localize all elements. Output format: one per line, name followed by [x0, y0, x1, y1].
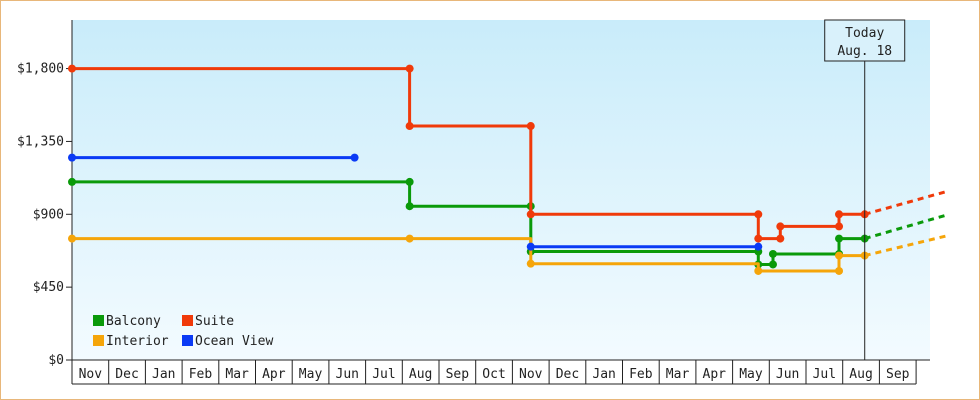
interior-projection-line — [864, 233, 950, 258]
month-label: Mar — [225, 367, 249, 382]
month-label: Apr — [703, 367, 727, 382]
month-label: Dec — [115, 367, 138, 382]
ocean-view-point — [68, 153, 76, 162]
ocean-view-point — [754, 242, 763, 251]
balcony-point — [835, 234, 844, 243]
suite-point — [405, 64, 414, 73]
month-label: Jun — [776, 367, 799, 382]
month-label: Jan — [592, 367, 615, 382]
legend-swatch — [182, 315, 193, 326]
ocean-view-point — [350, 153, 359, 162]
series-layer — [68, 64, 950, 275]
interior-line — [72, 237, 865, 273]
suite-point — [835, 222, 844, 231]
today-date-label: Aug. 18 — [837, 44, 892, 59]
month-label: Dec — [556, 367, 579, 382]
interior-point — [68, 234, 76, 243]
legend: Balcony Suite Interior Ocean View — [93, 314, 273, 349]
month-label: Jan — [152, 367, 175, 382]
x-axis: Nov Dec Jan Feb Mar Apr May Jun Jul Aug Sep Oct Nov D… — [71, 359, 930, 385]
y-tick-label: $900 — [33, 207, 64, 222]
suite-point — [754, 234, 763, 243]
suite-point — [526, 122, 535, 131]
suite-projection-line — [864, 189, 950, 216]
legend-label: Interior — [106, 334, 169, 349]
y-axis: $0 $450 $900 $1,350 $1,800 — [17, 20, 73, 384]
month-label: Nov — [519, 367, 543, 382]
y-tick-label: $0 — [48, 353, 64, 368]
y-tick-label: $1,800 — [17, 62, 64, 77]
month-label: May — [739, 367, 763, 382]
balcony-point — [768, 260, 777, 269]
month-label: Feb — [629, 367, 653, 382]
suite-point — [835, 210, 844, 219]
legend-swatch — [93, 315, 104, 326]
month-label: Aug — [409, 367, 432, 382]
today-marker: Today Aug. 18 — [824, 19, 906, 360]
month-label: Mar — [666, 367, 690, 382]
ocean-view-point — [526, 242, 535, 251]
today-box — [824, 19, 906, 62]
y-tick-label: $450 — [33, 280, 64, 295]
interior-point — [835, 251, 844, 260]
month-label: Jun — [336, 367, 359, 382]
today-label: Today — [845, 26, 884, 41]
legend-label: Balcony — [106, 314, 161, 329]
month-label: Sep — [886, 367, 910, 382]
legend-label: Suite — [195, 314, 234, 329]
interior-point — [405, 234, 414, 243]
plot-area — [72, 20, 930, 360]
balcony-point — [768, 249, 777, 258]
legend-swatch — [182, 335, 193, 346]
month-label: May — [299, 367, 323, 382]
suite-point — [776, 222, 785, 231]
interior-point — [835, 266, 844, 275]
y-tick-label: $1,350 — [17, 134, 64, 149]
month-label: Aug — [849, 367, 872, 382]
interior-point — [754, 266, 763, 275]
balcony-projection-line — [864, 212, 950, 241]
month-label: Sep — [446, 367, 470, 382]
balcony-point — [405, 202, 414, 211]
month-label: Feb — [189, 367, 213, 382]
suite-point — [776, 234, 785, 243]
month-label: Apr — [262, 367, 286, 382]
balcony-point — [68, 177, 76, 186]
suite-point — [68, 64, 76, 73]
month-label: Jul — [372, 367, 395, 382]
suite-point — [526, 210, 535, 219]
month-label: Nov — [79, 367, 103, 382]
month-label: Oct — [482, 367, 505, 382]
balcony-point — [405, 177, 414, 186]
suite-point — [754, 210, 763, 219]
legend-label: Ocean View — [195, 334, 273, 349]
month-label: Jul — [813, 367, 836, 382]
interior-point — [526, 259, 535, 268]
suite-point — [405, 122, 414, 131]
legend-swatch — [93, 335, 104, 346]
